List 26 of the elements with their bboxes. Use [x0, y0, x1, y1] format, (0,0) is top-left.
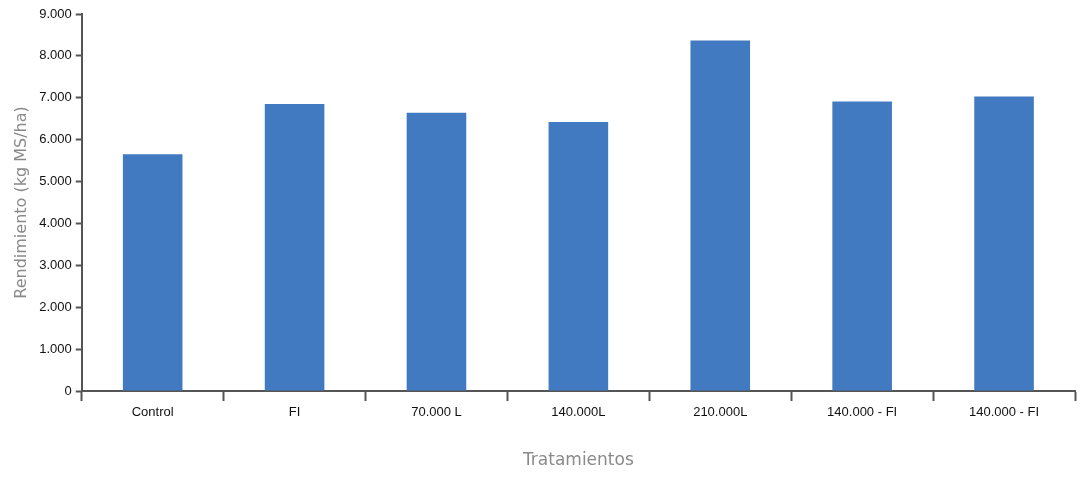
- y-axis-title: Rendimiento (kg MS/ha): [10, 106, 30, 299]
- bar: [690, 40, 751, 391]
- x-tick-label: Control: [131, 404, 174, 420]
- x-tick-label: 140.000L: [551, 404, 606, 420]
- y-tick-label: 6.000: [39, 131, 72, 147]
- bar: [548, 122, 609, 391]
- x-tick-label: FI: [288, 404, 301, 420]
- y-tick-label: 8.000: [39, 47, 72, 63]
- bar: [122, 154, 183, 391]
- y-tick-label: 1.000: [39, 340, 72, 356]
- x-axis-title: Tratamientos: [521, 449, 634, 470]
- y-tick-label: 2.000: [39, 298, 72, 314]
- y-tick-label: 4.000: [39, 215, 72, 231]
- bar: [264, 104, 325, 391]
- bar: [406, 112, 467, 391]
- bar: [974, 96, 1034, 391]
- x-tick-label: 210.000L: [693, 404, 748, 420]
- y-tick-label: 0: [64, 382, 72, 398]
- x-tick-label: 70.000 L: [411, 404, 462, 420]
- x-tick-label: 140.000 - FI: [969, 404, 1040, 420]
- y-tick-label: 9.000: [39, 5, 72, 21]
- y-tick-label: 7.000: [39, 89, 72, 105]
- y-tick-label: 3.000: [39, 256, 72, 272]
- x-tick-label: 140.000 - FI: [827, 404, 898, 420]
- bar: [832, 101, 892, 391]
- y-tick-label: 5.000: [39, 173, 72, 189]
